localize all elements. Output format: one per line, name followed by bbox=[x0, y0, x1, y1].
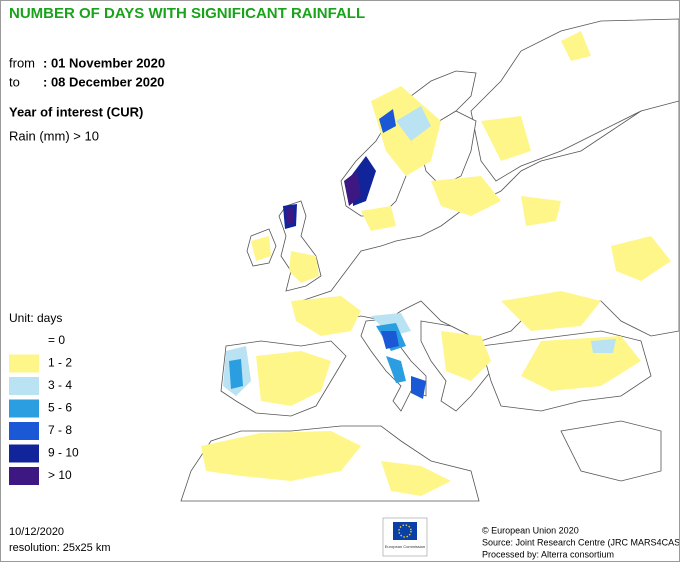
copyright: © European Union 2020 bbox=[482, 525, 579, 535]
legend-title: Unit: days bbox=[9, 311, 62, 325]
legend-label: 3 - 4 bbox=[48, 378, 72, 392]
map bbox=[180, 18, 679, 502]
from-label: from bbox=[9, 55, 35, 70]
legend-swatch bbox=[9, 354, 39, 373]
to-label: to bbox=[9, 74, 20, 89]
threshold: Rain (mm) > 10 bbox=[9, 128, 99, 143]
legend-label: 7 - 8 bbox=[48, 423, 72, 437]
processed-by: Processed by: Alterra consortium bbox=[482, 549, 614, 559]
from-date: : 01 November 2020 bbox=[43, 55, 165, 70]
resolution: resolution: 25x25 km bbox=[9, 542, 111, 554]
legend-label: = 0 bbox=[48, 333, 65, 347]
legend-swatch bbox=[9, 399, 39, 418]
source: Source: Joint Research Centre (JRC MARS4… bbox=[482, 537, 679, 547]
footer-date: 10/12/2020 bbox=[9, 526, 64, 538]
logo-text: European Commission bbox=[385, 544, 425, 549]
eu-logo: European Commission bbox=[382, 517, 428, 557]
legend-swatch bbox=[9, 377, 39, 395]
legend-swatch bbox=[9, 422, 39, 440]
legend-swatch bbox=[9, 467, 39, 485]
legend-label: > 10 bbox=[48, 468, 72, 482]
legend-label: 9 - 10 bbox=[48, 446, 79, 460]
legend: = 0 1 - 2 3 - 4 5 - 6 7 - 8 9 - 10 > 10 bbox=[9, 332, 79, 485]
legend-swatch bbox=[9, 332, 39, 350]
legend-label: 1 - 2 bbox=[48, 356, 72, 370]
map-title: NUMBER OF DAYS WITH SIGNIFICANT RAINFALL bbox=[9, 5, 365, 22]
legend-swatch bbox=[9, 444, 39, 463]
year-of-interest: Year of interest (CUR) bbox=[9, 104, 143, 119]
to-date: : 08 December 2020 bbox=[43, 74, 164, 89]
legend-label: 5 - 6 bbox=[48, 401, 72, 415]
